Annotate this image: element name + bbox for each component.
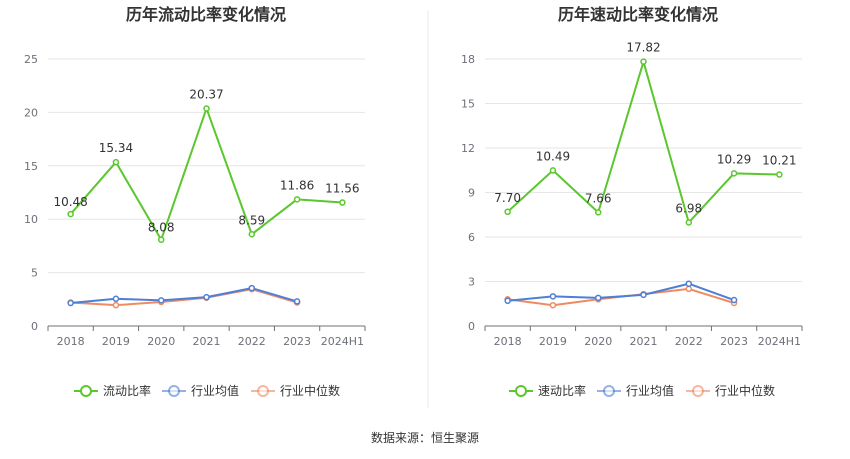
data-point[interactable] [203,105,210,112]
data-point[interactable] [112,301,120,309]
x-tick-label: 2019 [539,335,567,348]
legend-item[interactable]: 流动比率 [74,383,151,398]
legend-item[interactable]: 速动比率 [509,383,586,398]
legend-label: 行业均值 [191,383,239,398]
y-tick-label: 3 [468,276,475,289]
chart-title: 历年速动比率变化情况 [558,5,718,24]
data-point[interactable] [67,210,74,218]
series-line [506,60,780,224]
data-point[interactable] [776,171,783,178]
data-point[interactable] [293,298,301,305]
data-point[interactable] [504,208,511,216]
legend-swatch-marker [257,385,269,397]
series-line [70,287,298,305]
data-point[interactable] [640,291,647,299]
x-tick-label: 2022 [675,335,703,348]
data-label: 10.48 [53,195,87,209]
data-point[interactable] [248,284,256,292]
x-tick-label: 2021 [630,335,658,348]
data-point[interactable] [730,170,738,177]
y-tick-label: 0 [31,320,38,333]
y-tick-label: 12 [461,142,475,155]
data-label: 11.56 [325,182,359,196]
data-point[interactable] [293,196,301,203]
data-point[interactable] [594,294,602,302]
data-label: 10.49 [536,149,570,163]
data-label: 8.59 [238,213,265,227]
y-tick-label: 6 [468,231,475,244]
data-point[interactable] [594,209,602,216]
data-point[interactable] [685,280,693,287]
legend-swatch-marker [692,385,704,397]
legend-label: 行业中位数 [715,383,775,398]
series-line [507,282,735,302]
legend-label: 行业中位数 [280,383,340,398]
data-label: 7.70 [494,191,521,205]
x-tick-label: 2022 [238,335,266,348]
data-point[interactable] [730,296,738,304]
data-point[interactable] [685,285,693,293]
legend-label: 流动比率 [103,383,151,398]
data-point[interactable] [112,158,120,166]
data-point[interactable] [685,219,693,226]
quick-ratio-chart: 历年速动比率变化情况 0 3 6 9 12 15 18 2018 2019 2020 2021 2022… [461,5,803,398]
y-tick-label: 10 [24,213,38,226]
data-label: 7.66 [585,191,612,205]
data-point[interactable] [157,236,165,243]
data-point[interactable] [112,295,120,303]
y-tick-label: 5 [31,267,38,280]
legend-swatch-marker [80,385,92,397]
data-point[interactable] [640,58,647,65]
legend-item[interactable]: 行业均值 [597,383,674,398]
data-label: 20.37 [189,87,223,101]
legend-swatch-marker [515,385,527,397]
data-label: 15.34 [99,141,133,155]
x-tick-label: 2024H1 [758,335,801,348]
x-tick-label: 2019 [102,335,130,348]
legend-item[interactable]: 行业中位数 [686,383,775,398]
legend-label: 行业均值 [626,383,674,398]
data-label: 10.21 [762,154,796,168]
data-point[interactable] [549,167,557,174]
data-point[interactable] [339,199,346,206]
y-tick-label: 0 [468,320,475,333]
y-tick-label: 9 [468,187,475,200]
data-point[interactable] [248,231,256,238]
series-line [69,107,343,241]
legend-swatch-marker [168,385,180,397]
data-point[interactable] [203,293,210,301]
data-label: 6.98 [675,201,702,215]
legend-swatch-marker [603,385,615,397]
y-tick-label: 15 [461,98,475,111]
x-tick-label: 2018 [494,335,522,348]
chart-title: 历年流动比率变化情况 [126,5,286,24]
x-tick-label: 2021 [193,335,221,348]
legend-item[interactable]: 行业均值 [162,383,239,398]
legend-label: 速动比率 [538,383,586,398]
y-tick-label: 15 [24,160,38,173]
source-note: 数据来源：恒生聚源 [371,430,479,445]
data-label: 17.82 [626,41,660,55]
x-tick-label: 2024H1 [321,335,364,348]
x-tick-label: 2020 [147,335,175,348]
data-label: 11.86 [280,178,314,192]
x-tick-label: 2023 [720,335,748,348]
data-label: 8.08 [148,221,175,235]
data-point[interactable] [504,297,511,305]
x-tick-label: 2020 [584,335,612,348]
y-tick-label: 20 [24,106,38,119]
data-point[interactable] [67,299,74,307]
legend-item[interactable]: 行业中位数 [251,383,340,398]
data-label: 10.29 [717,152,751,166]
data-point[interactable] [549,293,557,300]
data-point[interactable] [157,297,165,304]
y-tick-label: 25 [24,53,38,66]
series-line [70,288,298,307]
current-ratio-chart: 历年流动比率变化情况 0 5 10 15 20 25 2018 2019 2020 2021 2022… [24,5,366,398]
y-tick-label: 18 [461,53,475,66]
x-tick-label: 2018 [57,335,85,348]
data-point[interactable] [549,301,557,309]
x-tick-label: 2023 [283,335,311,348]
